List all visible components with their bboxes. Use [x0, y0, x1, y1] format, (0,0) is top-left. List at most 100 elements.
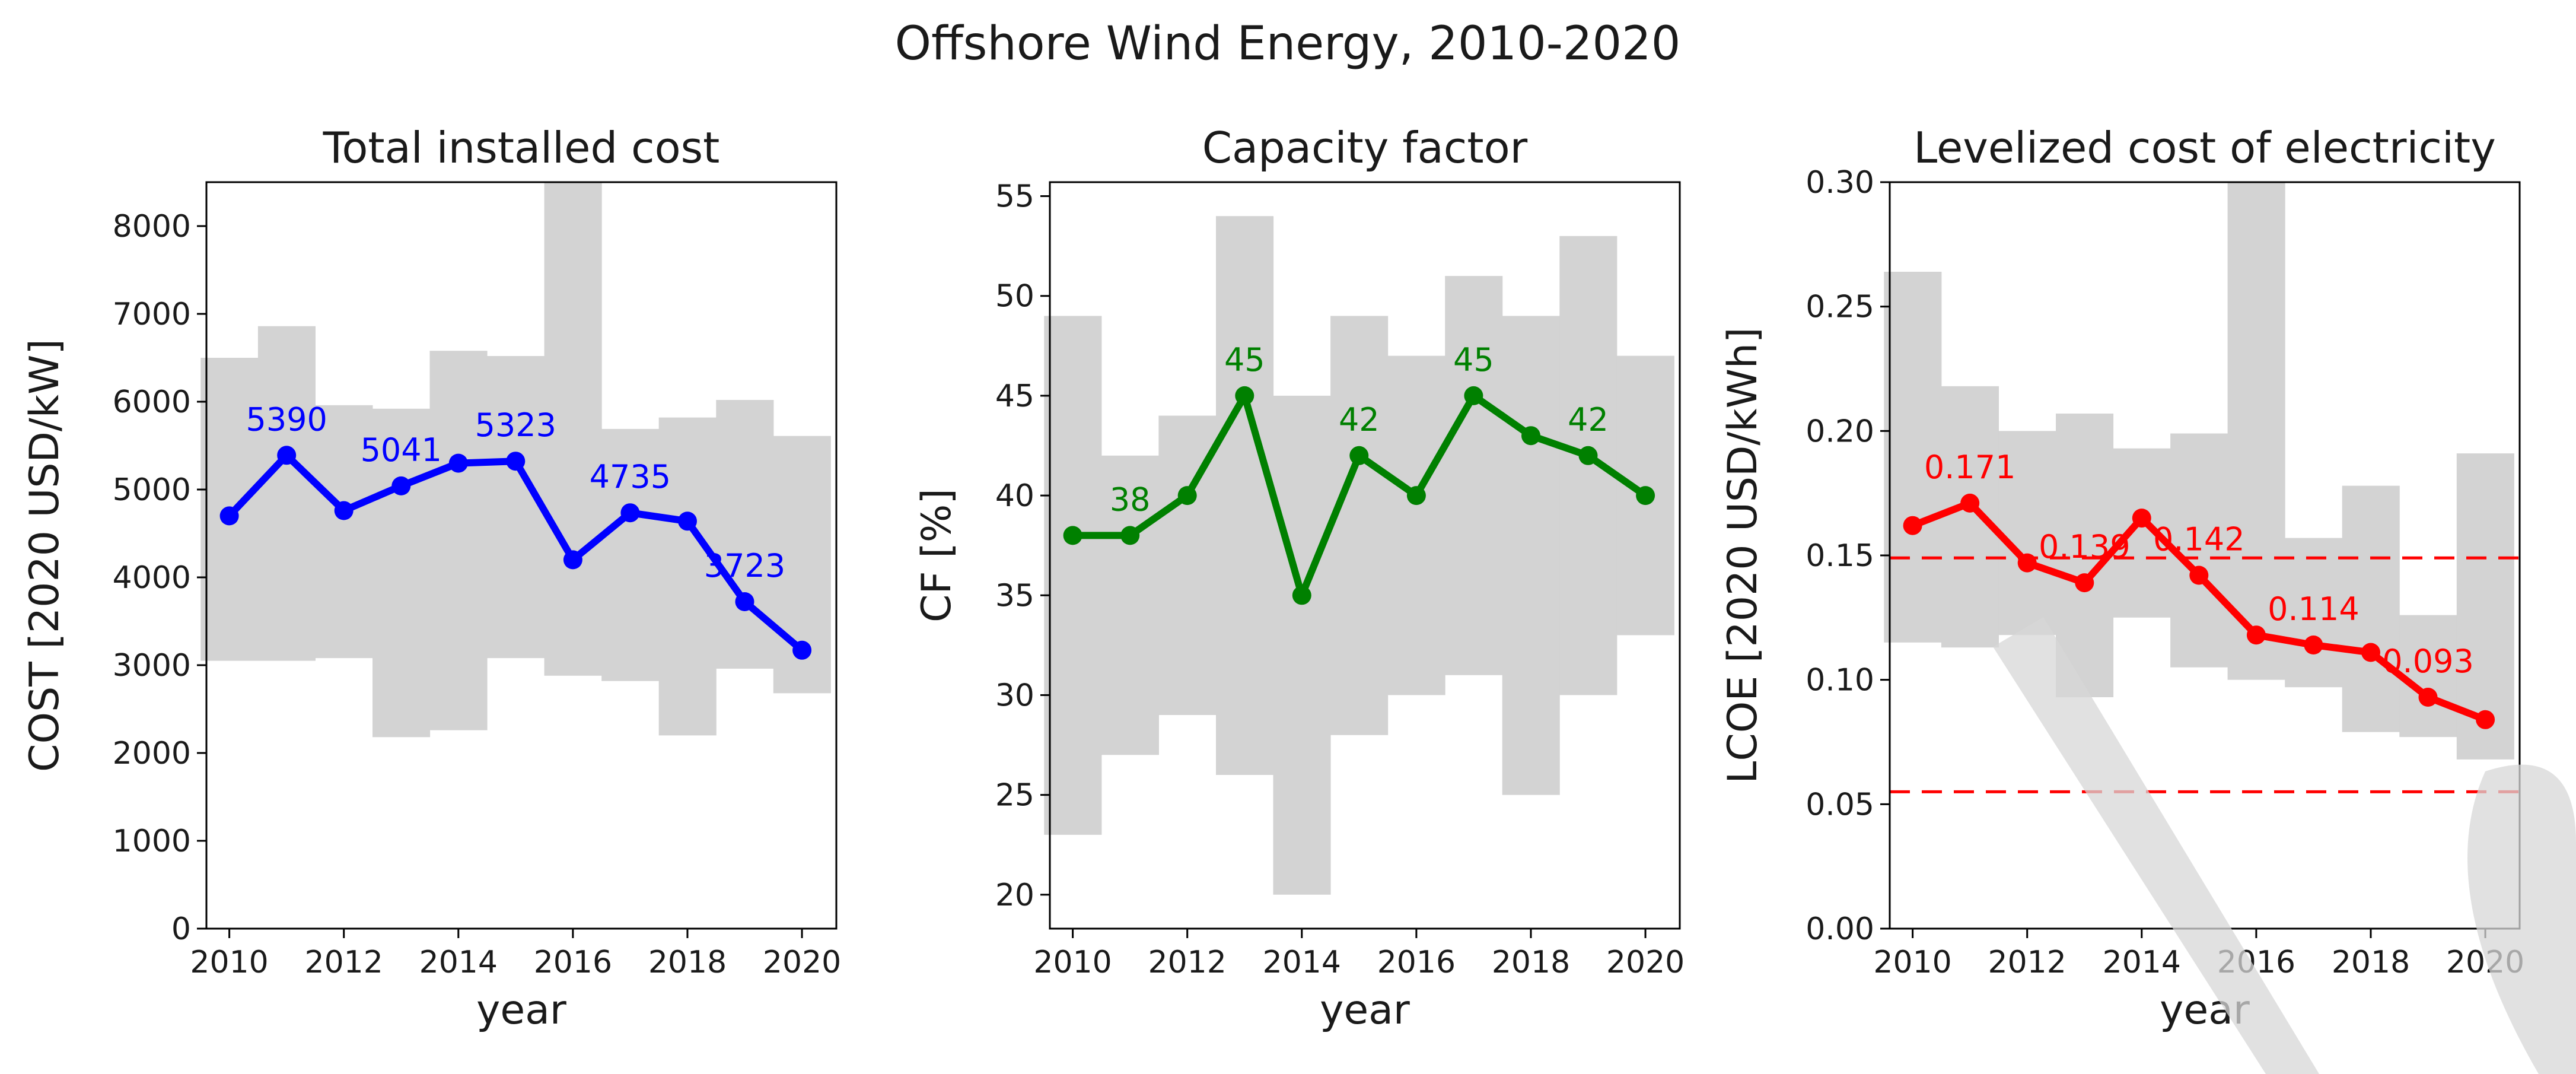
panel-2: 38 45 42 45 42 20 25 30 35 40 45 50 55 2010 2012 2014 20…	[913, 123, 1685, 1034]
y-tick-label: 0.30	[1806, 165, 1874, 201]
y-tick-label: 8000	[113, 209, 191, 244]
data-point-2015	[506, 452, 526, 471]
data-point-2017	[2304, 635, 2323, 654]
x-tick-label: 2010	[1033, 945, 1112, 980]
x-tick-label: 2010	[1873, 945, 1951, 980]
data-point-2016	[1406, 486, 1426, 506]
range-band-2016	[544, 182, 602, 676]
range-band-2014	[1273, 395, 1331, 895]
y-tick-label: 20	[995, 878, 1034, 913]
data-label-2013: 45	[1224, 341, 1265, 379]
data-label-2019: 3723	[704, 547, 785, 584]
data-label-2017: 4735	[590, 458, 671, 495]
y-tick-label: 50	[995, 279, 1034, 314]
range-band-2016	[1387, 355, 1445, 695]
x-tick-label: 2010	[190, 945, 268, 980]
y-tick-label: 7000	[113, 297, 191, 332]
plot-frame	[205, 181, 838, 930]
range-band-2018	[2342, 485, 2400, 732]
y-tick-label: 1000	[113, 824, 191, 859]
y-tick-label: 2000	[113, 736, 191, 771]
y-tick-label: 6000	[113, 385, 191, 420]
range-band-2019	[716, 400, 774, 669]
range-band-2016	[2227, 182, 2285, 680]
x-tick-label: 2016	[534, 945, 612, 980]
data-label-2019: 0.093	[2382, 643, 2474, 680]
data-point-2010	[1903, 516, 1922, 535]
y-tick-label: 3000	[113, 648, 191, 684]
data-label-2013: 5041	[361, 431, 442, 469]
panel-3: 0.171 0.139 0.142 0.114 0.093 0.00 0.05 0.10 0.1…	[1720, 123, 2524, 1034]
range-band-2010	[1044, 316, 1102, 835]
panel-1: 5390 5041 5323 4735 3723 0 1000 2000 3000 4000 500…	[21, 123, 841, 1034]
watermark	[1993, 617, 2576, 1074]
data-point-2019	[2418, 688, 2438, 707]
data-point-2019	[735, 592, 754, 611]
data-label-2017: 45	[1453, 341, 1494, 379]
y-tick-label: 40	[995, 478, 1034, 514]
data-point-2014	[1292, 586, 1311, 605]
data-point-2012	[1177, 486, 1197, 506]
y-tick-label: 30	[995, 678, 1034, 714]
range-band-2019	[2399, 615, 2457, 738]
x-axis-label: year	[476, 987, 566, 1034]
panel-title: Capacity factor	[1202, 123, 1528, 173]
range-band-2015	[487, 356, 545, 659]
y-tick-label: 0.25	[1806, 290, 1874, 325]
x-tick-label: 2020	[1606, 945, 1685, 980]
x-tick-label: 2018	[1492, 945, 1570, 980]
y-tick-label: 55	[995, 179, 1034, 215]
y-tick-label: 0.20	[1806, 414, 1874, 449]
range-band-2011	[257, 326, 316, 661]
data-label-2015: 42	[1339, 401, 1380, 439]
data-point-2014	[448, 453, 468, 473]
y-tick-label: 0	[171, 911, 191, 947]
data-label-2011: 38	[1110, 481, 1151, 518]
range-band-2014	[429, 351, 488, 730]
figure-title: Offshore Wind Energy, 2010-2020	[895, 17, 1681, 71]
y-tick-label: 0.10	[1806, 663, 1874, 698]
data-point-2012	[334, 501, 354, 520]
x-tick-label: 2014	[419, 945, 498, 980]
y-tick-label: 4000	[113, 560, 191, 596]
x-tick-label: 2018	[2332, 945, 2410, 980]
data-label-2017: 0.114	[2268, 590, 2360, 628]
panel-title: Levelized cost of electricity	[1913, 123, 2496, 173]
y-tick-label: 0.15	[1806, 538, 1874, 574]
y-tick-label: 0.05	[1806, 787, 1874, 822]
range-band-2018	[1502, 316, 1560, 795]
data-point-2018	[2361, 643, 2380, 662]
y-tick-label: 0.00	[1806, 911, 1874, 947]
range-band-2015	[2170, 433, 2228, 668]
y-axis-label: CF [%]	[913, 488, 960, 622]
x-tick-label: 2012	[1988, 945, 2066, 980]
data-point-2020	[1636, 486, 1655, 506]
data-point-2017	[1464, 386, 1483, 405]
range-band-2017	[2285, 538, 2343, 688]
data-point-2010	[219, 506, 239, 526]
watermark-stroke	[1993, 617, 2319, 1074]
data-point-2015	[2189, 565, 2209, 585]
y-tick-label: 35	[995, 578, 1034, 614]
range-band-2015	[1330, 316, 1389, 735]
data-label-2019: 42	[1568, 401, 1609, 439]
x-tick-label: 2014	[1263, 945, 1341, 980]
data-point-2013	[1235, 386, 1254, 405]
data-point-2016	[2246, 625, 2266, 645]
y-tick-label: 5000	[113, 472, 191, 508]
data-label-2015: 0.142	[2153, 521, 2245, 558]
data-point-2020	[792, 640, 812, 660]
data-label-2011: 5390	[246, 401, 327, 438]
x-tick-label: 2012	[305, 945, 383, 980]
data-point-2013	[391, 476, 411, 495]
data-point-2013	[2075, 573, 2094, 593]
data-point-2019	[1578, 446, 1598, 465]
y-tick-label: 25	[995, 778, 1034, 814]
x-tick-label: 2020	[763, 945, 841, 980]
x-tick-label: 2016	[1377, 945, 1456, 980]
x-tick-label: 2014	[2103, 945, 2181, 980]
range-band-2018	[658, 417, 717, 736]
data-label-2011: 0.171	[1924, 449, 2016, 486]
data-point-2018	[678, 511, 697, 531]
data-point-2012	[2017, 553, 2037, 573]
